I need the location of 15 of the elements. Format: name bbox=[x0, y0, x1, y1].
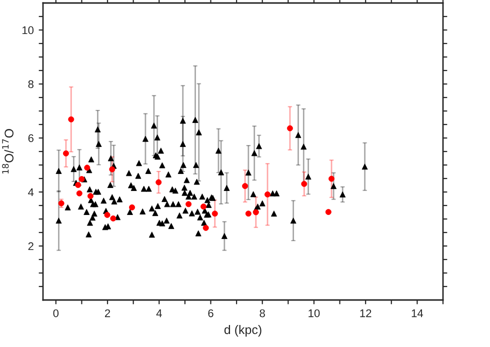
y-tick-label: 2 bbox=[28, 242, 34, 250]
y-tick-label: 4 bbox=[28, 188, 34, 196]
y-tick-label: 10 bbox=[22, 26, 34, 34]
x-tick-label: 4 bbox=[156, 309, 162, 318]
x-tick-label: 10 bbox=[308, 309, 320, 318]
y-tick-label: 6 bbox=[28, 134, 34, 142]
y-tick-label: 8 bbox=[28, 80, 34, 88]
x-tick-label: 12 bbox=[360, 309, 372, 318]
x-axis-title: d (kpc) bbox=[224, 324, 262, 337]
x-tick-label: 0 bbox=[53, 309, 59, 318]
x-tick-label: 8 bbox=[260, 309, 265, 318]
y-axis-title: $^{18}$O/$^{17}$O bbox=[2, 129, 14, 174]
x-tick-label: 2 bbox=[104, 309, 110, 318]
x-tick-label: 6 bbox=[208, 309, 214, 318]
x-tick-label: 14 bbox=[412, 309, 424, 318]
